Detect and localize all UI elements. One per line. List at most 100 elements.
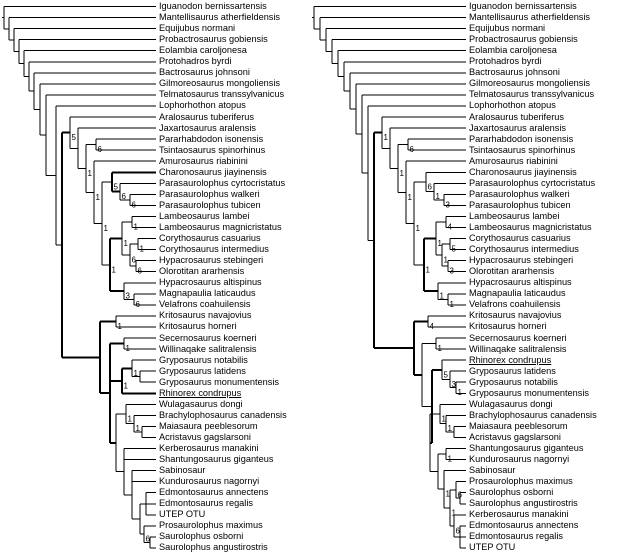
taxon-bactrosaurus-johnsoni: Bactrosaurus johnsoni bbox=[469, 67, 560, 78]
taxon-lambeosaurus-lambei: Lambeosaurus lambei bbox=[469, 210, 560, 221]
taxon-velafrons-coahuilensis: Velafrons coahuilensis bbox=[469, 299, 561, 310]
node-support-label: 1 bbox=[134, 369, 139, 378]
taxon-utep-otu: UTEP OTU bbox=[159, 509, 206, 520]
node-support-label: 6 bbox=[428, 182, 433, 191]
taxon-gilmoreosaurus-mongoliensis: Gilmoreosaurus mongoliensis bbox=[159, 78, 281, 89]
taxon-tsintaosaurus-spinorhinus: Tsintaosaurus spinorhinus bbox=[159, 144, 266, 155]
taxon-hypacrosaurus-altispinus: Hypacrosaurus altispinus bbox=[469, 277, 572, 288]
node-support-label: 6 bbox=[132, 200, 137, 209]
node-support-label: 3 bbox=[126, 292, 131, 301]
node-support-label: 1 bbox=[88, 169, 93, 178]
taxon-eolambia-caroljonesa: Eolambia caroljonesa bbox=[159, 45, 247, 56]
taxon-prosaurolophus-maximus: Prosaurolophus maximus bbox=[469, 476, 573, 487]
taxon-pararhabdodon-isonensis: Pararhabdodon isonensis bbox=[159, 133, 264, 144]
taxon-sabinosaur: Sabinosaur bbox=[159, 465, 206, 476]
taxon-gryposaurus-notabilis: Gryposaurus notabilis bbox=[159, 354, 248, 365]
taxon-equijubus-normani: Equijubus normani bbox=[469, 23, 546, 34]
taxon-corythosaurus-intermedius: Corythosaurus intermedius bbox=[469, 244, 579, 255]
node-support-label: 1 bbox=[104, 224, 109, 233]
node-support-label: 1 bbox=[416, 224, 421, 233]
taxon-gryposaurus-latidens: Gryposaurus latidens bbox=[469, 365, 556, 376]
taxon-aralosaurus-tuberiferus: Aralosaurus tuberiferus bbox=[159, 111, 254, 122]
node-support-label: 1 bbox=[384, 133, 389, 142]
taxon-secernosaurus-koerneri: Secernosaurus koerneri bbox=[159, 332, 257, 343]
taxon-willinaqake-salitralensis: Willinaqake salitralensis bbox=[469, 343, 567, 354]
taxon-edmontosaurus-regalis: Edmontosaurus regalis bbox=[159, 498, 253, 509]
taxon-brachylophosaurus-canadensis: Brachylophosaurus canadensis bbox=[159, 409, 287, 420]
taxon-magnapaulia-laticaudus: Magnapaulia laticaudus bbox=[159, 288, 256, 299]
taxon-bactrosaurus-johnsoni: Bactrosaurus johnsoni bbox=[159, 67, 250, 78]
taxon-brachylophosaurus-canadensis: Brachylophosaurus canadensis bbox=[469, 409, 597, 420]
taxon-kritosaurus-navajovius: Kritosaurus navajovius bbox=[159, 310, 252, 321]
taxon-parasaurolophus-cyrtocristatus: Parasaurolophus cyrtocristatus bbox=[159, 177, 286, 188]
taxon-hypacrosaurus-stebingeri: Hypacrosaurus stebingeri bbox=[159, 255, 264, 266]
taxon-corythosaurus-casuarius: Corythosaurus casuarius bbox=[469, 233, 571, 244]
taxon-aralosaurus-tuberiferus: Aralosaurus tuberiferus bbox=[469, 111, 564, 122]
node-support-label: 6 bbox=[146, 535, 151, 544]
node-support-label: 6 bbox=[122, 192, 127, 201]
node-support-label: 1 bbox=[440, 292, 445, 301]
taxon-eolambia-caroljonesa: Eolambia caroljonesa bbox=[469, 45, 557, 56]
taxon-amurosaurus-riabinini: Amurosaurus riabinini bbox=[469, 155, 558, 166]
node-support-label: 1 bbox=[442, 414, 447, 423]
taxon-wulagasaurus-dongi: Wulagasaurus dongi bbox=[469, 398, 553, 409]
node-support-label: 1 bbox=[426, 265, 431, 274]
node-support-label: 1 bbox=[126, 344, 131, 353]
taxon-gilmoreosaurus-mongoliensis: Gilmoreosaurus mongoliensis bbox=[469, 78, 591, 89]
taxon-lambeosaurus-magnicristatus: Lambeosaurus magnicristatus bbox=[159, 222, 282, 232]
node-support-label: 1 bbox=[450, 300, 455, 309]
taxon-saurolophus-osborni: Saurolophus osborni bbox=[469, 487, 554, 498]
taxon-saurolophus-angustirostris: Saurolophus angustirostris bbox=[469, 498, 578, 509]
taxon-prosaurolophus-maximus: Prosaurolophus maximus bbox=[159, 520, 263, 531]
taxon-kerberosaurus-manakini: Kerberosaurus manakini bbox=[159, 443, 259, 453]
taxon-rhinorex-condrupus: Rhinorex condrupus bbox=[469, 354, 552, 365]
taxon-saurolophus-angustirostris: Saurolophus angustirostris bbox=[159, 542, 268, 553]
taxon-kritosaurus-navajovius: Kritosaurus navajovius bbox=[469, 310, 562, 321]
taxon-edmontosaurus-annectens: Edmontosaurus annectens bbox=[159, 487, 269, 498]
taxon-maiasaura-peeblesorum: Maiasaura peeblesorum bbox=[159, 420, 258, 431]
taxon-lophorhothon-atopus: Lophorhothon atopus bbox=[159, 100, 246, 111]
taxon-acristavus-gagslarsoni: Acristavus gagslarsoni bbox=[159, 431, 251, 442]
taxon-olorotitan-ararhensis: Olorotitan ararhensis bbox=[469, 266, 555, 277]
taxon-iguanodon-bernissartensis: Iguanodon bernissartensis bbox=[469, 1, 577, 11]
taxon-iguanodon-bernissartensis: Iguanodon bernissartensis bbox=[159, 1, 267, 11]
taxon-lambeosaurus-lambei: Lambeosaurus lambei bbox=[159, 210, 250, 221]
node-support-label: 1 bbox=[134, 222, 139, 231]
node-support-label: 3 bbox=[446, 200, 451, 209]
taxon-kundurosaurus-nagornyi: Kundurosaurus nagornyi bbox=[469, 454, 570, 465]
taxon-lophorhothon-atopus: Lophorhothon atopus bbox=[469, 100, 556, 111]
taxon-edmontosaurus-regalis: Edmontosaurus regalis bbox=[469, 531, 563, 542]
taxon-maiasaura-peeblesorum: Maiasaura peeblesorum bbox=[469, 420, 568, 431]
node-support-label: 1 bbox=[436, 192, 441, 201]
node-support-label: 1 bbox=[458, 388, 463, 397]
taxon-parasaurolophus-cyrtocristatus: Parasaurolophus cyrtocristatus bbox=[469, 177, 596, 188]
node-support-label: 6 bbox=[458, 490, 463, 499]
node-support-label: 1 bbox=[438, 239, 443, 248]
taxon-telmatosaurus-transsylvanicus: Telmatosaurus transsylvanicus bbox=[469, 89, 595, 100]
node-support-label: 1 bbox=[408, 193, 413, 202]
taxon-telmatosaurus-transsylvanicus: Telmatosaurus transsylvanicus bbox=[159, 89, 285, 100]
node-support-label: 1 bbox=[140, 245, 145, 254]
taxon-corythosaurus-intermedius: Corythosaurus intermedius bbox=[159, 244, 269, 255]
taxon-shantungosaurus-giganteus: Shantungosaurus giganteus bbox=[469, 443, 584, 453]
taxon-wulagasaurus-dongi: Wulagasaurus dongi bbox=[159, 398, 243, 409]
taxon-kritosaurus-horneri: Kritosaurus horneri bbox=[469, 321, 547, 332]
taxon-mantellisaurus-atherfieldensis: Mantellisaurus atherfieldensis bbox=[159, 12, 281, 23]
taxon-gryposaurus-monumentensis: Gryposaurus monumentensis bbox=[159, 376, 280, 387]
node-support-label: 5 bbox=[452, 245, 457, 254]
node-support-label: 1 bbox=[400, 169, 405, 178]
taxon-acristavus-gagslarsoni: Acristavus gagslarsoni bbox=[469, 431, 561, 442]
taxon-corythosaurus-casuarius: Corythosaurus casuarius bbox=[159, 233, 261, 244]
taxon-jaxartosaurus-aralensis: Jaxartosaurus aralensis bbox=[159, 122, 257, 133]
node-support-label: 1 bbox=[448, 424, 453, 433]
taxon-mantellisaurus-atherfieldensis: Mantellisaurus atherfieldensis bbox=[469, 12, 591, 23]
node-support-label: 1 bbox=[118, 322, 123, 331]
taxon-sabinosaur: Sabinosaur bbox=[469, 465, 516, 476]
node-support-label: 6 bbox=[136, 300, 141, 309]
taxon-rhinorex-condrupus: Rhinorex condrupus bbox=[159, 387, 242, 398]
node-support-label: 1 bbox=[128, 414, 133, 423]
node-support-label: 1 bbox=[124, 381, 129, 390]
node-support-label: 1 bbox=[444, 256, 449, 265]
